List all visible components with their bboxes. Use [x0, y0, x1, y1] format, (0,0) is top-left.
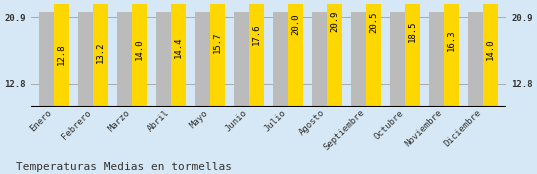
Text: 18.5: 18.5 [408, 20, 417, 42]
Bar [117, 12, 132, 107]
Text: 20.0: 20.0 [291, 14, 300, 35]
Bar [249, 0, 264, 107]
Bar [444, 0, 459, 107]
Bar [273, 12, 288, 107]
Bar [132, 0, 147, 107]
Text: 14.0: 14.0 [486, 38, 495, 60]
Bar [288, 0, 303, 107]
Text: 14.0: 14.0 [135, 38, 144, 60]
Text: 15.7: 15.7 [213, 31, 222, 53]
Bar [468, 12, 483, 107]
Bar [405, 0, 420, 107]
Bar [54, 2, 69, 107]
Bar [366, 0, 381, 107]
Text: 13.2: 13.2 [96, 42, 105, 63]
Bar [483, 0, 498, 107]
Text: 20.9: 20.9 [330, 10, 339, 32]
Text: 20.5: 20.5 [369, 12, 378, 33]
Text: 14.4: 14.4 [174, 37, 183, 58]
Bar [156, 12, 171, 107]
Bar [327, 0, 342, 107]
Bar [351, 12, 366, 107]
Bar [171, 0, 186, 107]
Bar [195, 12, 210, 107]
Bar [210, 0, 225, 107]
Bar [78, 12, 93, 107]
Text: Temperaturas Medias en tormellas: Temperaturas Medias en tormellas [16, 162, 232, 172]
Text: 12.8: 12.8 [57, 44, 66, 65]
Bar [39, 12, 54, 107]
Text: 16.3: 16.3 [447, 29, 456, 51]
Text: 17.6: 17.6 [252, 24, 261, 45]
Bar [429, 12, 444, 107]
Bar [93, 0, 108, 107]
Bar [234, 12, 249, 107]
Bar [390, 12, 405, 107]
Bar [312, 12, 327, 107]
